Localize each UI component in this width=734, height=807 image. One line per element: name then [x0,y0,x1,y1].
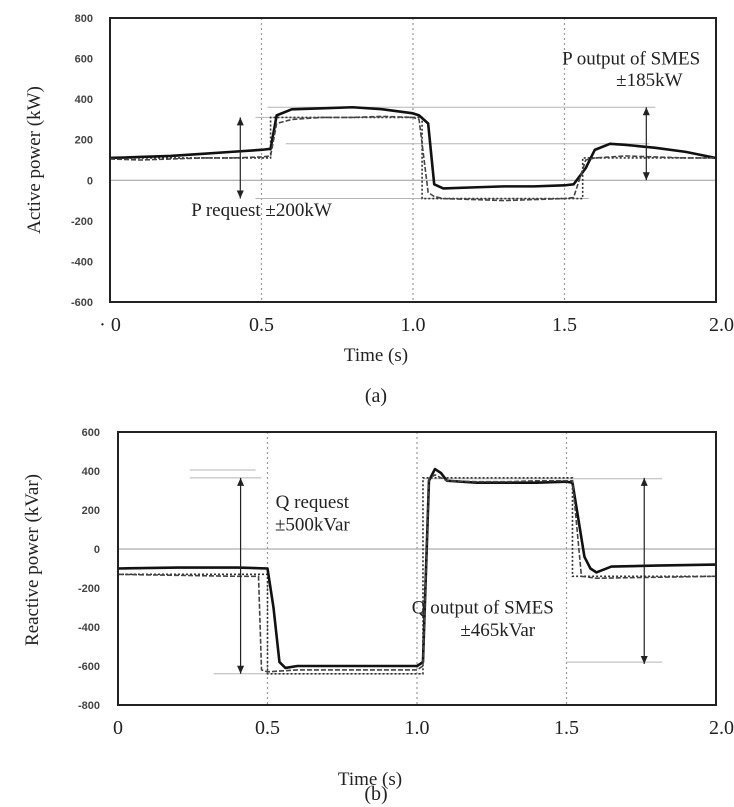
x-axis-label: Time (s) [344,345,408,366]
y-tick-label: 800 [75,13,93,25]
y-tick-label: -600 [78,661,100,673]
annotation-text: P request ±200kW [191,200,332,221]
x-tick-label: · 0 [99,314,121,336]
series-line-output [109,105,717,190]
x-tick-label: 1.0 [401,314,426,336]
y-tick-label: -800 [78,700,100,712]
range-arrowhead-top [236,117,244,126]
y-tick-label: 400 [75,94,93,106]
annotation-text: Q request [276,492,350,513]
range-arrowhead-top [640,477,648,486]
request-step-line [110,116,716,200]
range-arrowhead-top [237,477,245,486]
y-tick-label: 400 [82,466,100,478]
range-arrowhead-top [642,107,650,116]
annotation-text: P output of SMES [562,49,700,70]
plot-frame [109,17,717,303]
x-tick-label: 0.5 [249,314,274,336]
x-tick-label: 1.5 [552,314,577,336]
y-tick-label: -400 [78,622,100,634]
y-axis-label: Reactive power (kVar) [22,474,43,646]
y-tick-label: -400 [71,256,93,268]
panel-caption: (a) [365,385,387,407]
panel-caption: (b) [364,783,387,805]
panel-a-active-power: 800 600 400 200 0 -200 -400 -600 · 0 0.5 1.0 1.5 2.0… [24,13,734,407]
x-tick-label: 0.5 [255,717,280,739]
y-tick-label: -200 [71,216,93,228]
panel-b-reactive-power: 600 400 200 0 -200 -400 -600 -800 0 0.5 1.0 1.5 2.0 T… [22,427,734,805]
y-tick-label: -600 [71,297,93,309]
annotation-text: ±185kW [616,70,682,91]
range-arrowhead-bottom [642,172,650,181]
y-axis-label: Active power (kW) [24,86,45,234]
x-tick-label: 1.0 [405,717,430,739]
annotation-text: ±500kVar [275,514,350,535]
y-tick-label: 0 [94,544,100,556]
series-line-measured [109,115,716,202]
x-tick-label: 1.5 [554,717,579,739]
range-arrowhead-bottom [237,665,245,674]
y-tick-label: 200 [82,505,100,517]
annotation-text: ±465kVar [460,620,535,641]
range-arrowhead-bottom [640,656,648,665]
series-line-measured [117,474,717,673]
y-tick-label: 0 [87,175,93,187]
annotation-text: Q output of SMES [412,597,554,618]
range-arrowhead-bottom [236,190,244,199]
y-tick-label: 200 [75,135,93,147]
y-tick-label: 600 [75,54,93,66]
series-line-output [117,467,717,670]
x-tick-label: 2.0 [709,717,734,739]
y-tick-label: -200 [78,583,100,595]
x-axis-label: Time (s) [338,769,402,790]
y-tick-label: 600 [82,427,100,439]
plot-frame [117,431,717,706]
x-tick-label: 2.0 [709,314,734,336]
x-tick-label: 0 [113,717,123,739]
